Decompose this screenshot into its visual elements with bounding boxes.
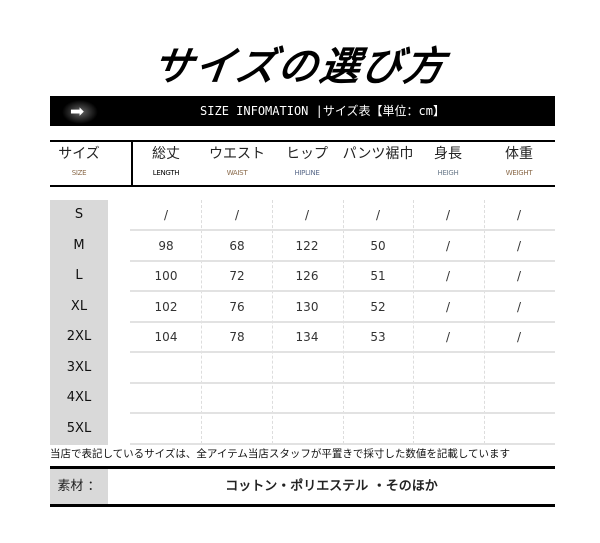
column-header: ウエスト WAIST [197, 143, 277, 177]
column-header-en: HEIGH [437, 169, 459, 177]
table-cell [131, 383, 201, 413]
column-header-en: LENGTH [152, 169, 180, 177]
row-divider [130, 412, 555, 414]
table-cell [413, 353, 483, 383]
table-cell [131, 414, 201, 444]
table-cell: / [445, 208, 451, 222]
table-cell: / [516, 330, 522, 344]
table-cell [202, 383, 272, 413]
table-cell: 134 [295, 330, 319, 344]
material-label-background [50, 469, 108, 504]
row-divider [130, 229, 555, 231]
row-divider [130, 290, 555, 292]
table-cell [413, 414, 483, 444]
row-divider [130, 259, 555, 262]
header-bottom-divider [50, 185, 555, 187]
column-header-jp: サイズ [58, 146, 100, 162]
table-cell [202, 414, 272, 444]
size-label: XL [70, 298, 88, 314]
table-cell: / [445, 269, 451, 283]
table-cell [272, 383, 342, 413]
material-value: コットン・ポリエステル ・そのほか [225, 479, 438, 494]
table-cell: / [445, 238, 451, 253]
table-cell: 98 [158, 238, 174, 253]
table-cell [272, 353, 342, 383]
size-column-background [50, 200, 108, 445]
size-label: L [75, 268, 83, 283]
table-cell: / [516, 238, 522, 253]
size-label: 2XL [66, 329, 92, 344]
table-cell: / [516, 269, 522, 283]
column-header-en: HIPLINE [294, 169, 320, 177]
table-cell: 76 [229, 299, 245, 314]
table-cell [343, 353, 413, 383]
column-header: 身長 HEIGH [408, 143, 488, 177]
table-cell: 102 [154, 299, 178, 314]
table-cell: 126 [295, 269, 319, 283]
column-header-jp: ヒップ [286, 146, 328, 162]
size-label: 4XL [66, 390, 92, 405]
size-info-banner: SIZE INFOMATION |サイズ表【単位：cm】 [50, 96, 555, 126]
header-top-divider [50, 140, 555, 142]
table-cell: 53 [370, 330, 386, 344]
column-header-jp: 身長 [434, 146, 462, 162]
table-cell: 78 [229, 330, 245, 344]
size-label: 5XL [66, 420, 92, 436]
table-cell [484, 383, 554, 413]
table-cell: 100 [154, 269, 178, 283]
column-header-jp: 体重 [505, 146, 533, 162]
material-bottom-divider [50, 504, 555, 507]
column-header: パンツ裾巾 [338, 143, 418, 169]
table-cell: / [445, 299, 451, 314]
column-header-en: WEIGHT [505, 169, 533, 177]
material-top-divider [50, 466, 555, 469]
column-header: ヒップ HIPLINE [267, 143, 347, 177]
arrow-right-icon: ➡ [62, 100, 98, 124]
table-cell: / [304, 208, 310, 222]
table-cell [131, 353, 201, 383]
size-label: 3XL [66, 359, 92, 375]
page-title: サイズの選び方 [149, 44, 450, 90]
table-cell: / [516, 208, 522, 222]
column-header-jp: ウエスト [209, 146, 265, 162]
table-cell: / [516, 299, 522, 314]
row-divider [130, 442, 555, 445]
table-cell: / [163, 208, 169, 222]
column-header: サイズ SIZE [39, 143, 119, 177]
row-divider [130, 381, 555, 384]
column-header-jp: パンツ裾巾 [342, 146, 414, 162]
table-cell: 104 [154, 330, 178, 344]
table-cell: 68 [229, 238, 245, 253]
table-cell: / [375, 208, 381, 222]
table-cell: / [234, 208, 240, 222]
column-header-en: WAIST [226, 169, 248, 177]
row-divider [130, 351, 555, 353]
table-cell: 52 [370, 299, 386, 314]
table-cell: 51 [370, 269, 386, 283]
column-header-jp: 総丈 [152, 146, 180, 162]
table-cell [484, 353, 554, 383]
size-label: M [73, 237, 85, 253]
table-cell: / [445, 330, 451, 344]
table-cell [343, 414, 413, 444]
size-label: S [74, 207, 84, 222]
column-header-en: SIZE [71, 169, 87, 177]
table-cell [272, 414, 342, 444]
table-cell: 130 [295, 299, 319, 314]
header-vertical-divider [131, 140, 133, 186]
column-header: 体重 WEIGHT [479, 143, 559, 177]
table-cell [484, 414, 554, 444]
table-cell [343, 383, 413, 413]
table-cell: 50 [370, 238, 386, 253]
column-header: 総丈 LENGTH [126, 143, 206, 177]
material-label: 素材 ： [57, 479, 101, 494]
table-cell [413, 383, 483, 413]
row-divider [130, 320, 555, 323]
table-cell [202, 353, 272, 383]
table-cell: 72 [229, 269, 245, 283]
measurement-note: 当店で表記しているサイズは、全アイテム当店スタッフが平置きで採寸した数値を記載し… [50, 448, 511, 460]
table-cell: 122 [295, 238, 319, 253]
